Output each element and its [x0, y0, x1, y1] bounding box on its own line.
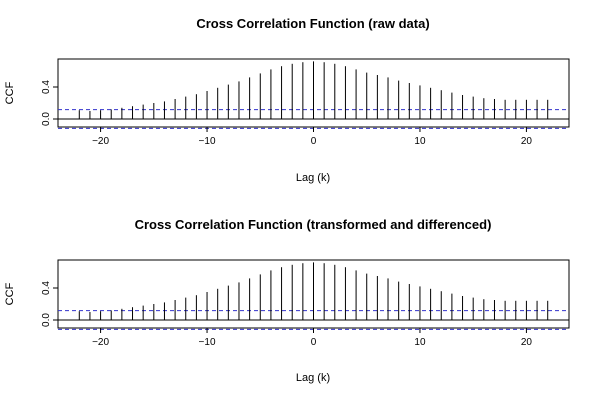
- panel-raw-data: Cross Correlation Function (raw data) −2…: [4, 16, 570, 184]
- x-tick-label: 20: [521, 337, 533, 348]
- chart-title: Cross Correlation Function (raw data): [196, 16, 429, 31]
- x-tick-label: −10: [199, 136, 216, 147]
- x-tick-label: 10: [414, 337, 426, 348]
- x-axis-label: Lag (k): [296, 372, 330, 384]
- y-tick-label: 0.0: [41, 112, 52, 126]
- x-tick-label: 10: [414, 136, 426, 147]
- x-tick-label: 0: [311, 337, 317, 348]
- x-tick-label: −20: [92, 337, 109, 348]
- panel-transformed-differenced: Cross Correlation Function (transformed …: [4, 217, 570, 384]
- y-tick-label: 0.0: [41, 313, 52, 327]
- chart-title: Cross Correlation Function (transformed …: [135, 217, 492, 232]
- x-tick-label: 20: [521, 136, 533, 147]
- y-tick-label: 0.4: [41, 80, 52, 94]
- y-axis-label: CCF: [4, 282, 16, 305]
- x-axis-label: Lag (k): [296, 172, 330, 184]
- y-tick-label: 0.4: [41, 281, 52, 295]
- y-axis-label: CCF: [4, 81, 16, 104]
- x-tick-label: −10: [199, 337, 216, 348]
- x-tick-label: 0: [311, 136, 317, 147]
- x-tick-label: −20: [92, 136, 109, 147]
